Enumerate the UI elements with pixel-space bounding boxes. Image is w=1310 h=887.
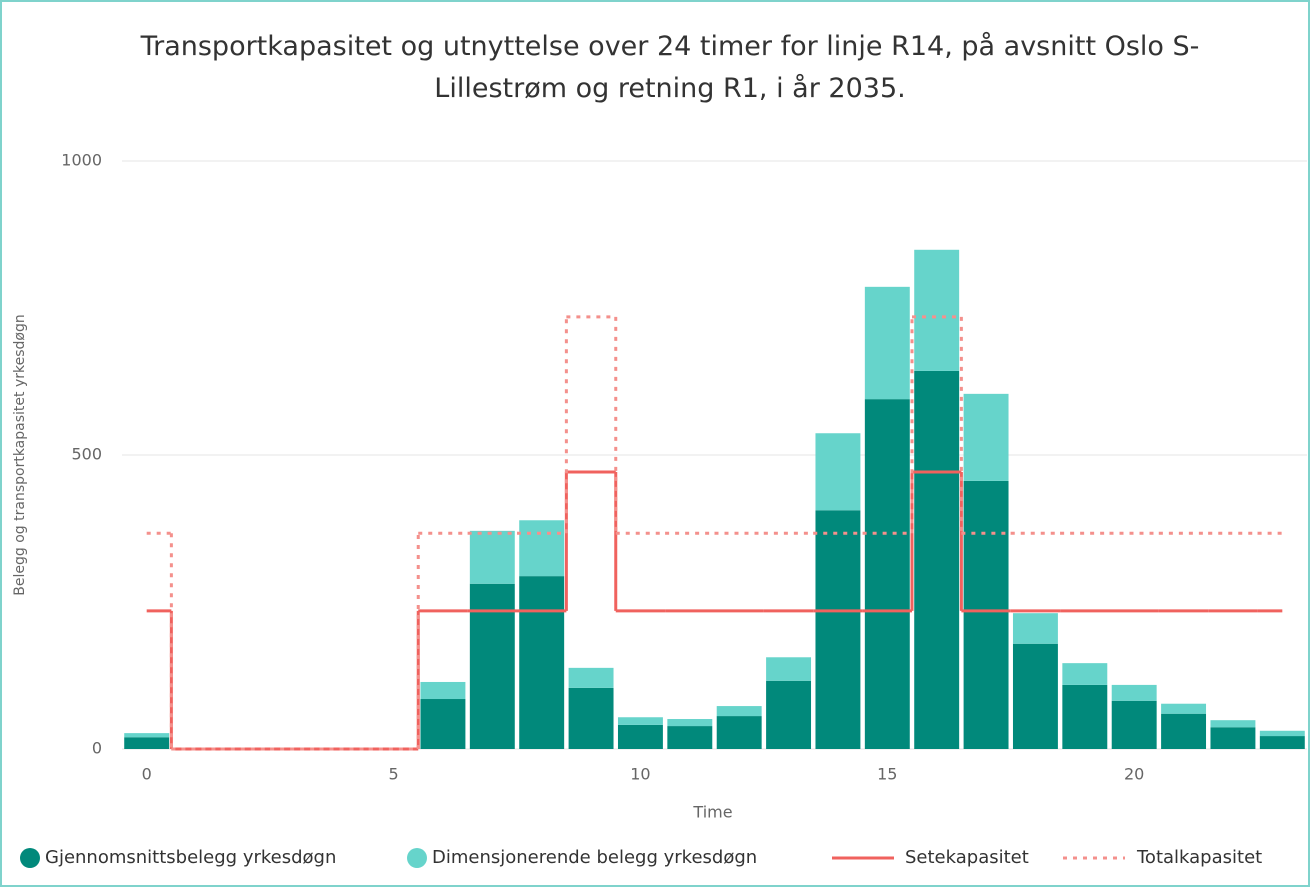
bar <box>716 706 762 717</box>
x-tick-label: 10 <box>630 765 650 784</box>
bar <box>1210 720 1256 728</box>
y-tick-label: 500 <box>71 445 102 464</box>
bar <box>914 249 960 371</box>
x-tick-label: 0 <box>142 765 152 784</box>
legend-marker <box>407 848 427 868</box>
bar <box>716 716 762 749</box>
bar <box>617 717 663 725</box>
bar <box>617 724 663 749</box>
legend-marker <box>20 848 40 868</box>
bar <box>124 733 170 738</box>
bar <box>1161 703 1207 714</box>
bar <box>519 576 565 749</box>
bar <box>1259 730 1305 737</box>
x-tick-label: 5 <box>388 765 398 784</box>
legend-label: Setekapasitet <box>905 847 1029 868</box>
bar <box>914 370 960 749</box>
legend-label: Totalkapasitet <box>1136 847 1262 868</box>
x-tick-label: 20 <box>1124 765 1144 784</box>
bar <box>1111 700 1157 749</box>
x-axis-label: Time <box>692 803 732 822</box>
bar <box>1111 684 1157 701</box>
bar <box>963 393 1009 481</box>
chart-title: Transportkapasitet og utnyttelse over 24… <box>140 31 1200 104</box>
bar <box>568 667 614 688</box>
bar <box>815 510 861 749</box>
bar <box>124 737 170 749</box>
bar <box>864 286 910 400</box>
bar <box>519 520 565 577</box>
bar <box>469 530 515 584</box>
bar <box>1259 736 1305 749</box>
bar <box>864 399 910 749</box>
bar <box>1062 663 1108 685</box>
legend-label: Dimensjonerende belegg yrkesdøgn <box>432 847 757 868</box>
bar <box>667 719 713 727</box>
legend-label: Gjennomsnittsbelegg yrkesdøgn <box>45 847 336 868</box>
y-tick-label: 0 <box>92 739 102 758</box>
bar <box>1062 684 1108 749</box>
y-axis-label: Belegg og transportkapasitet yrkesdøgn <box>12 314 28 595</box>
bar <box>420 681 466 700</box>
y-tick-label: 1000 <box>61 151 102 170</box>
bar <box>766 657 812 681</box>
bar <box>667 726 713 749</box>
bar <box>420 699 466 749</box>
bar <box>815 433 861 511</box>
bar <box>568 687 614 749</box>
bar <box>963 480 1009 749</box>
bar <box>766 680 812 749</box>
x-tick-label: 15 <box>877 765 897 784</box>
bar <box>1012 643 1058 749</box>
bar <box>469 583 515 749</box>
bar <box>1012 613 1058 644</box>
bar <box>1161 713 1207 749</box>
bar <box>1210 727 1256 749</box>
